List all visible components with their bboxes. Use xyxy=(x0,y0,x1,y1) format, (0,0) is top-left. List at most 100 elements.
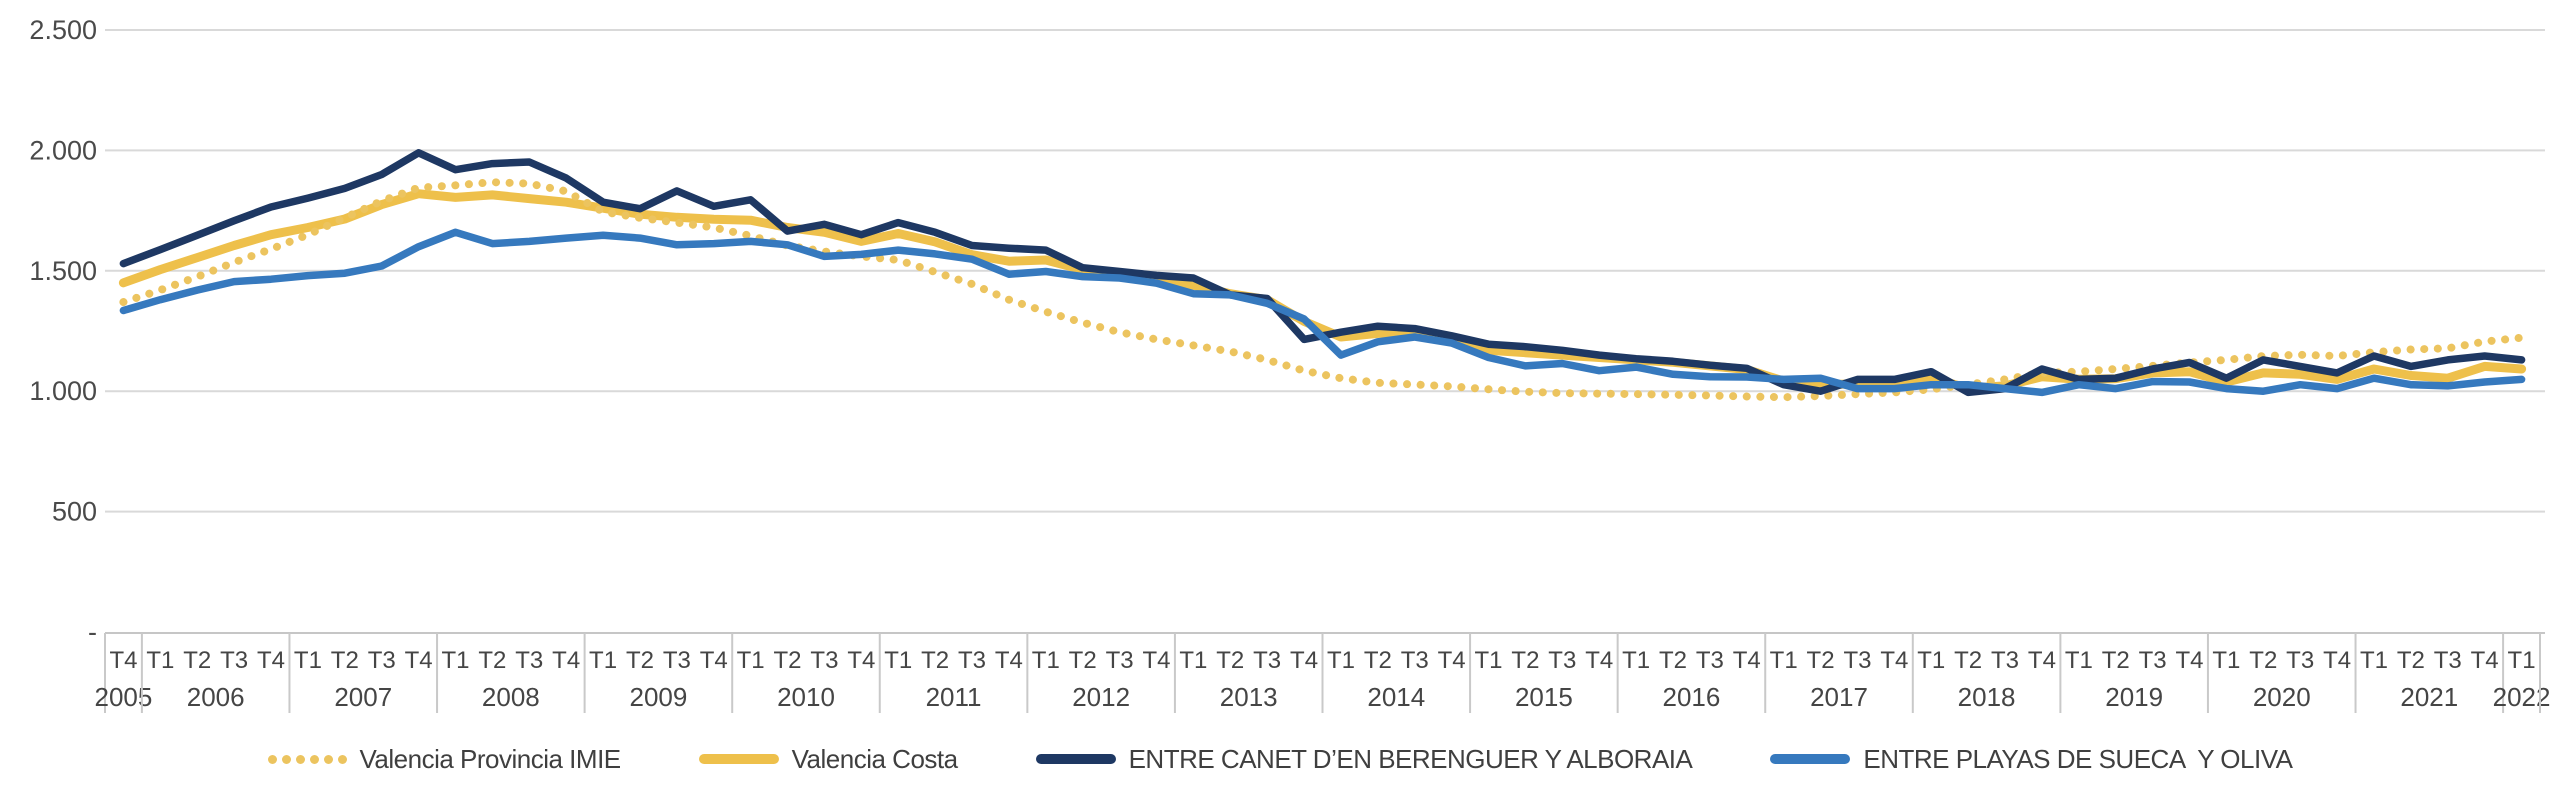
quarter-label: T4 xyxy=(1880,647,1908,674)
quarter-label: T3 xyxy=(1106,647,1134,674)
legend-item-valencia-provincia-imie: Valencia Provincia IMIE xyxy=(267,743,622,775)
quarter-label: T2 xyxy=(1954,647,1982,674)
quarter-label: T2 xyxy=(1364,647,1392,674)
y-tick-label-1000: 1.000 xyxy=(29,376,97,406)
quarter-label: T4 xyxy=(1290,647,1318,674)
quarter-label: T3 xyxy=(1401,647,1429,674)
year-label-2009: 2009 xyxy=(629,682,687,712)
quarter-label: T4 xyxy=(405,647,433,674)
legend-label: Valencia Provincia IMIE xyxy=(359,743,622,774)
quarter-label: T4 xyxy=(700,647,728,674)
quarter-label: T2 xyxy=(626,647,654,674)
quarter-label: T1 xyxy=(294,647,322,674)
series-line-valencia-costa xyxy=(118,189,2527,393)
quarter-label: T4 xyxy=(2471,647,2499,674)
quarter-label: T1 xyxy=(2212,647,2240,674)
quarter-label: T1 xyxy=(1179,647,1207,674)
quarter-label: T4 xyxy=(1733,647,1761,674)
quarter-label: T4 xyxy=(1585,647,1613,674)
quarter-label: T3 xyxy=(1696,647,1724,674)
quarter-label: T3 xyxy=(2434,647,2462,674)
legend-dotted-line-swatch xyxy=(267,754,347,764)
year-label-2013: 2013 xyxy=(1220,682,1278,712)
year-label-2012: 2012 xyxy=(1072,682,1130,712)
quarter-label: T2 xyxy=(478,647,506,674)
quarter-label: T4 xyxy=(109,647,137,674)
quarter-label: T1 xyxy=(1032,647,1060,674)
y-tick-label-2000: 2.000 xyxy=(29,135,97,165)
year-label-2015: 2015 xyxy=(1515,682,1573,712)
quarter-label: T1 xyxy=(146,647,174,674)
y-tick-label-1500: 1.500 xyxy=(29,256,97,286)
legend-dot xyxy=(323,754,333,764)
quarter-label: T3 xyxy=(663,647,691,674)
quarter-label: T2 xyxy=(1659,647,1687,674)
legend-dot xyxy=(309,754,319,764)
quarter-label: T1 xyxy=(1622,647,1650,674)
year-label-2016: 2016 xyxy=(1663,682,1721,712)
series-line-valencia-provincia-imie xyxy=(119,178,2526,402)
quarter-label: T3 xyxy=(368,647,396,674)
quarter-label: T4 xyxy=(1142,647,1170,674)
y-tick-label-0: - xyxy=(88,617,97,647)
legend-dot xyxy=(337,754,347,764)
quarter-label: T2 xyxy=(774,647,802,674)
quarter-label: T1 xyxy=(2360,647,2388,674)
year-label-2019: 2019 xyxy=(2105,682,2163,712)
legend-dot xyxy=(281,754,291,764)
quarter-label: T4 xyxy=(995,647,1023,674)
year-label-2008: 2008 xyxy=(482,682,540,712)
legend-item-valencia-costa: Valencia Costa xyxy=(698,744,958,775)
legend-label: ENTRE CANET D’EN BERENGUER Y ALBORAIA xyxy=(1128,743,1693,774)
quarter-label: T1 xyxy=(1770,647,1798,674)
quarter-label: T3 xyxy=(958,647,986,674)
year-label-2021: 2021 xyxy=(2400,682,2458,712)
year-label-2005: 2005 xyxy=(95,682,153,712)
quarter-label: T3 xyxy=(220,647,248,674)
quarter-label: T1 xyxy=(589,647,617,674)
quarter-label: T1 xyxy=(1475,647,1503,674)
quarter-label: T2 xyxy=(1069,647,1097,674)
quarter-label: T2 xyxy=(2249,647,2277,674)
legend-dot xyxy=(267,754,277,764)
quarter-label: T3 xyxy=(515,647,543,674)
quarter-label: T1 xyxy=(1327,647,1355,674)
quarter-label: T4 xyxy=(847,647,875,674)
quarter-label: T2 xyxy=(921,647,949,674)
quarter-label: T4 xyxy=(1438,647,1466,674)
quarter-label: T2 xyxy=(331,647,359,674)
quarter-label: T4 xyxy=(2175,647,2203,674)
quarter-label: T2 xyxy=(183,647,211,674)
quarter-label: T3 xyxy=(810,647,838,674)
quarter-label: T2 xyxy=(2397,647,2425,674)
legend-dot xyxy=(295,754,305,764)
quarter-label: T2 xyxy=(1807,647,1835,674)
year-label-2020: 2020 xyxy=(2253,682,2311,712)
quarter-label: T1 xyxy=(2508,647,2536,674)
year-label-2014: 2014 xyxy=(1367,682,1425,712)
quarter-label: T1 xyxy=(2065,647,2093,674)
series-line-entre-canet-d-en-berenguer-y-alboraia xyxy=(119,149,2526,397)
quarter-label: T2 xyxy=(1511,647,1539,674)
series-line-entre-playas-de-sueca-y-oliva xyxy=(119,228,2526,397)
legend-line-swatch xyxy=(698,754,779,764)
quarter-label: T2 xyxy=(2102,647,2130,674)
quarter-label: T3 xyxy=(2139,647,2167,674)
legend-line-swatch xyxy=(1035,754,1116,764)
quarter-label: T4 xyxy=(257,647,285,674)
quarter-label: T4 xyxy=(2323,647,2351,674)
quarter-label: T3 xyxy=(2286,647,2314,674)
quarter-label: T1 xyxy=(737,647,765,674)
quarter-label: T3 xyxy=(1991,647,2019,674)
legend-line-swatch xyxy=(1770,754,1851,764)
quarter-label: T3 xyxy=(1253,647,1281,674)
legend-item-entre-playas-de-sueca-y-oliva: ENTRE PLAYAS DE SUECA Y OLIVA xyxy=(1770,744,2293,775)
year-label-2017: 2017 xyxy=(1810,682,1868,712)
quarter-label: T4 xyxy=(552,647,580,674)
year-label-2010: 2010 xyxy=(777,682,835,712)
quarter-label: T3 xyxy=(1548,647,1576,674)
y-tick-label-2500: 2.500 xyxy=(29,15,97,45)
quarter-label: T3 xyxy=(1843,647,1871,674)
